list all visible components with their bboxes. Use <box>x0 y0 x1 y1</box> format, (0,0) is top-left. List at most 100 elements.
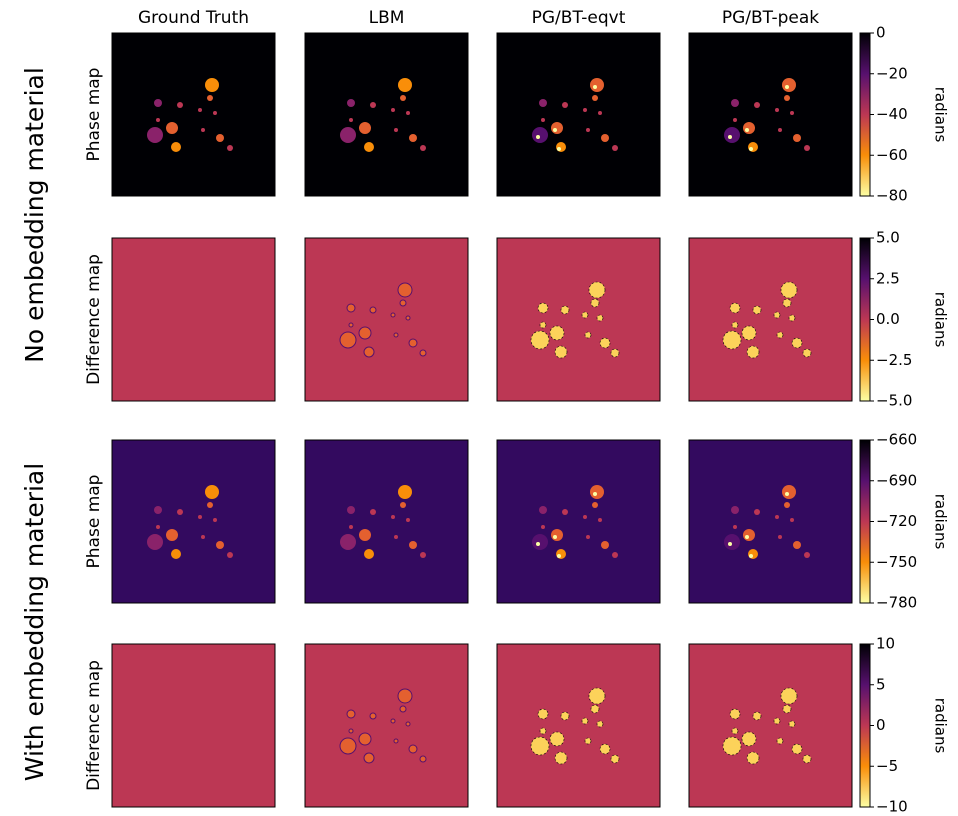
image-blob <box>201 535 205 539</box>
image-blob <box>600 338 610 348</box>
image-blob <box>561 712 569 720</box>
image-blob <box>201 128 205 132</box>
image-blob <box>586 535 590 539</box>
image-blob <box>370 509 376 515</box>
image-blob <box>540 322 546 328</box>
image-blob <box>792 744 802 754</box>
image-blob <box>406 111 410 115</box>
image-blob <box>420 756 426 762</box>
column-title: PG/BT-peak <box>722 8 819 28</box>
colorbar-tick-label: −660 <box>876 431 917 449</box>
image-blob <box>561 306 569 314</box>
image-panel <box>497 440 660 603</box>
image-blob <box>784 95 790 101</box>
image-blob <box>724 127 740 143</box>
image-blob <box>364 142 374 152</box>
colorbar-tick-label: −2.5 <box>876 351 912 369</box>
image-blob <box>156 525 160 529</box>
image-panel <box>689 238 852 401</box>
colorbar-tick-label: −5.0 <box>876 392 912 410</box>
image-blob <box>730 709 740 719</box>
image-panel <box>497 644 660 807</box>
colorbar-tick-label: −10 <box>876 798 908 816</box>
colorbar-label: radians <box>932 87 950 143</box>
image-blob <box>593 85 597 89</box>
image-blob <box>612 552 618 558</box>
image-blob <box>733 118 737 122</box>
image-blob <box>732 728 738 734</box>
image-blob <box>804 552 810 558</box>
image-blob <box>557 147 561 151</box>
row-label: Phase map <box>84 475 104 569</box>
group-label: With embedding material <box>20 463 49 781</box>
image-blob <box>782 78 796 92</box>
image-blob <box>789 315 795 321</box>
image-blob <box>213 518 217 522</box>
image-blob <box>340 127 356 143</box>
image-blob <box>774 718 780 724</box>
image-panel <box>497 33 660 196</box>
group-label: No embedding material <box>20 67 49 363</box>
image-blob <box>753 306 761 314</box>
colorbar <box>860 33 870 196</box>
image-blob <box>611 755 619 763</box>
colorbar-tick-label: −780 <box>876 594 917 612</box>
image-blob <box>731 506 739 514</box>
image-blob <box>775 515 779 519</box>
image-blob <box>409 541 417 549</box>
image-blob <box>359 122 371 134</box>
colorbar-tick-label: 10 <box>876 635 895 653</box>
image-blob <box>553 535 557 539</box>
image-blob <box>364 753 374 763</box>
image-panel <box>112 440 275 603</box>
image-blob <box>340 738 356 754</box>
image-blob <box>147 534 163 550</box>
image-blob <box>790 111 794 115</box>
colorbar <box>860 644 870 807</box>
image-blob <box>340 332 356 348</box>
image-blob <box>583 108 587 112</box>
image-blob <box>400 502 406 508</box>
image-blob <box>728 135 732 139</box>
image-blob <box>556 549 566 559</box>
colorbar-tick-label: 2.5 <box>876 269 900 287</box>
image-blob <box>359 327 371 339</box>
image-blob <box>154 99 162 107</box>
image-panel <box>112 33 275 196</box>
image-blob <box>541 525 545 529</box>
image-blob <box>749 147 753 151</box>
image-blob <box>747 346 759 358</box>
colorbar-tick-label: −720 <box>876 512 917 530</box>
image-panel <box>497 238 660 401</box>
colorbar-label: radians <box>932 698 950 754</box>
image-blob <box>592 502 598 508</box>
image-blob <box>166 122 178 134</box>
image-blob <box>598 518 602 522</box>
image-blob <box>532 127 548 143</box>
image-blob <box>803 755 811 763</box>
image-blob <box>349 729 353 733</box>
image-blob <box>557 554 561 558</box>
image-blob <box>409 745 417 753</box>
image-blob <box>359 733 371 745</box>
colorbar-tick-label: 5 <box>876 675 886 693</box>
image-blob <box>777 332 783 338</box>
image-blob <box>538 303 548 313</box>
image-blob <box>364 549 374 559</box>
image-blob <box>227 552 233 558</box>
image-blob <box>778 128 782 132</box>
image-panel <box>689 644 852 807</box>
image-blob <box>723 331 741 349</box>
image-blob <box>359 529 371 541</box>
image-blob <box>731 99 739 107</box>
image-blob <box>591 299 599 307</box>
image-blob <box>531 331 549 349</box>
image-blob <box>593 492 597 496</box>
image-blob <box>347 506 355 514</box>
image-blob <box>540 728 546 734</box>
colorbar-tick-label: 0 <box>876 716 886 734</box>
image-blob <box>792 338 802 348</box>
image-blob <box>391 313 395 317</box>
image-blob <box>349 525 353 529</box>
image-blob <box>783 299 791 307</box>
